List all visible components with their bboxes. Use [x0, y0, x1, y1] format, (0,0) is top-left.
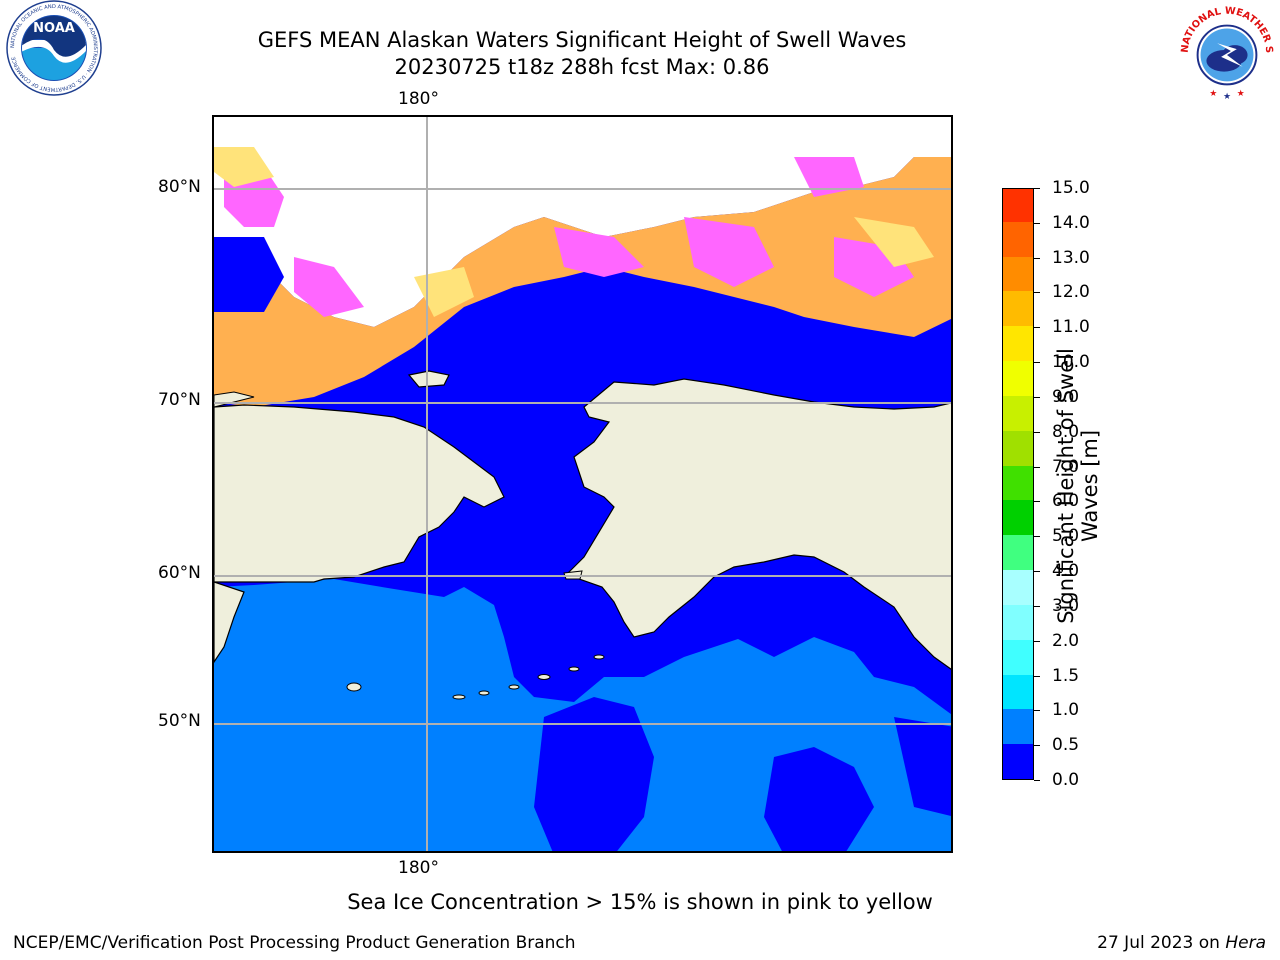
ice-pink-5 [794, 157, 864, 197]
nodata-white [214, 117, 951, 327]
colorbar-tick-mark [1034, 188, 1040, 189]
land-alaska [568, 378, 951, 670]
colorbar-tick-mark [1034, 780, 1040, 781]
colorbar-tick-label: 13.0 [1052, 247, 1090, 268]
svg-text:NOAA: NOAA [33, 21, 75, 36]
colorbar-tick-label: 0.0 [1052, 770, 1080, 790]
land-wrangel [407, 370, 450, 388]
lon-label-top: 180° [398, 89, 439, 109]
ocean-low-patch-3 [894, 717, 951, 817]
chart-title: GEFS MEAN Alaskan Waters Significant Hei… [257, 28, 907, 52]
colorbar-tick-mark [1034, 431, 1040, 433]
footer-right: 27 Jul 2023 on Hera [1097, 933, 1266, 953]
ice-caption: Sea Ice Concentration > 15% is shown in … [347, 890, 933, 914]
colorbar-tick-label: 11.0 [1052, 317, 1090, 338]
ice-yellow-2 [854, 217, 934, 267]
colorbar-segment [1003, 189, 1033, 222]
colorbar-tick-label: 5.0 [1052, 526, 1080, 547]
colorbar-tick-label: 1.5 [1052, 665, 1080, 686]
colorbar-tick-mark [1034, 466, 1040, 468]
colorbar-tick-mark [1034, 292, 1040, 294]
land-siberia [214, 404, 505, 583]
aleutians [346, 654, 605, 700]
colorbar-segment [1003, 743, 1033, 779]
colorbar-tick-label: 4.0 [1052, 561, 1080, 582]
land-siberia-south [214, 581, 245, 664]
colorbar-tick-mark [1034, 327, 1040, 329]
colorbar-segment [1003, 674, 1033, 710]
colorbar-label-line1: Significant Height of Swell [1054, 348, 1078, 624]
footer-date: 27 Jul 2023 on [1097, 933, 1226, 953]
footer-left: NCEP/EMC/Verification Post Processing Pr… [13, 933, 576, 953]
colorbar-segment [1003, 430, 1033, 466]
colorbar-tick-label: 14.0 [1052, 212, 1090, 233]
map-svg [214, 117, 951, 851]
lon-label-bottom: 180° [398, 858, 439, 878]
colorbar-segment [1003, 499, 1033, 536]
colorbar-tick-mark [1034, 571, 1040, 573]
footer-host: Hera [1225, 933, 1266, 953]
colorbar-tick-mark [1034, 675, 1040, 677]
colorbar-tick-label: 12.0 [1052, 282, 1090, 303]
colorbar-tick-mark [1034, 536, 1040, 538]
colorbar-tick-label: 3.0 [1052, 595, 1080, 616]
lat-label-50: 50°N [158, 711, 201, 731]
colorbar-tick-mark [1034, 362, 1040, 364]
colorbar-tick-label: 10.0 [1052, 352, 1090, 373]
noaa-logo: NATIONAL OCEANIC AND ATMOSPHERIC ADMINIS… [4, 0, 104, 100]
colorbar-tick-mark [1034, 745, 1040, 747]
lat-label-80: 80°N [158, 177, 201, 197]
colorbar-tick-label: 6.0 [1052, 491, 1080, 512]
polynya [214, 237, 284, 312]
colorbar-segment [1003, 569, 1033, 605]
map-panel [212, 115, 953, 853]
ice-pink-3 [554, 227, 644, 277]
graticule [214, 117, 951, 851]
ice-pink-4 [684, 217, 774, 287]
colorbar-tick-label: 9.0 [1052, 386, 1080, 407]
colorbar-tick-mark [1034, 605, 1040, 607]
lat-label-60: 60°N [158, 563, 201, 583]
colorbar-segment [1003, 534, 1033, 571]
colorbar-tick-label: 0.5 [1052, 735, 1080, 756]
nws-logo: NATIONAL WEATHER SERVICE ★ ★ ★ [1174, 0, 1276, 102]
colorbar-segment [1003, 465, 1033, 501]
colorbar-tick-mark [1034, 501, 1040, 503]
svg-text:★: ★ [1223, 92, 1231, 102]
ice-orange-band [214, 157, 951, 407]
colorbar-segment [1003, 360, 1033, 396]
ocean-low-patch-1 [534, 697, 654, 851]
colorbar-tick-label: 2.0 [1052, 630, 1080, 651]
colorbar-segment [1003, 256, 1033, 292]
colorbar-tick-mark [1034, 257, 1040, 259]
svg-text:★: ★ [1209, 89, 1217, 99]
colorbar-segment [1003, 604, 1033, 640]
ice-yellow-3 [414, 267, 474, 317]
colorbar-label-line2: Waves [m] [1078, 429, 1102, 543]
colorbar-segment [1003, 290, 1033, 327]
ocean-low-patch-2 [764, 747, 874, 851]
ocean-low-patch-4 [474, 582, 814, 657]
colorbar-segment [1003, 325, 1033, 362]
ice-pink-2 [294, 257, 364, 317]
colorbar-segment [1003, 221, 1033, 257]
ice-yellow-1 [214, 147, 274, 187]
lat-label-70: 70°N [158, 390, 201, 410]
colorbar-tick-mark [1034, 396, 1040, 398]
colorbar-tick-label: 1.0 [1052, 700, 1080, 721]
colorbar-segment [1003, 708, 1033, 745]
colorbar-segment [1003, 395, 1033, 431]
colorbar-tick-mark [1034, 222, 1040, 224]
colorbar-segment [1003, 639, 1033, 675]
colorbar-tick-mark [1034, 640, 1040, 642]
colorbar-tick-label: 8.0 [1052, 421, 1080, 442]
colorbar-tick-mark [1034, 710, 1040, 712]
chart-subtitle: 20230725 t18z 288h fcst Max: 0.86 [394, 55, 770, 79]
colorbar-tick-label: 15.0 [1052, 178, 1090, 198]
colorbar-tick-label: 7.0 [1052, 456, 1080, 477]
svg-text:★: ★ [1237, 89, 1245, 99]
colorbar [1002, 188, 1034, 780]
